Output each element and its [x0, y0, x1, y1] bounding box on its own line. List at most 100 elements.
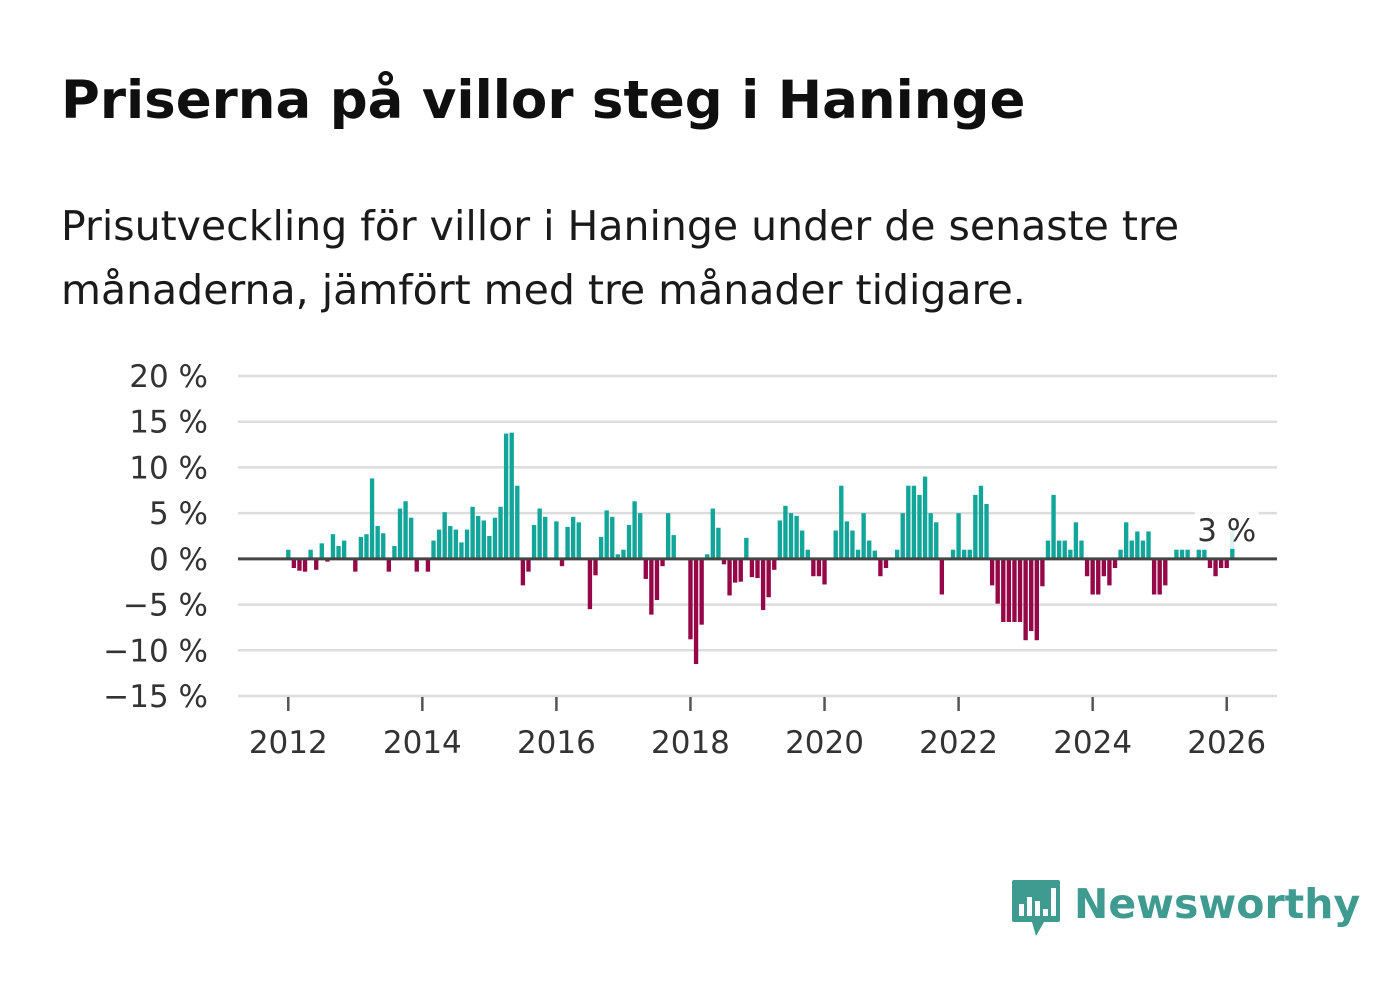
bar-positive	[442, 512, 447, 559]
bar-negative	[1107, 558, 1112, 586]
bar-positive	[632, 501, 637, 559]
bar-negative	[593, 558, 598, 576]
bar-positive	[615, 554, 621, 559]
bar-positive	[1202, 549, 1207, 559]
annotation-background	[1194, 510, 1259, 549]
bar-positive	[839, 485, 844, 559]
bar-positive	[537, 508, 542, 559]
bar-positive	[777, 520, 783, 559]
bar-negative	[654, 558, 660, 600]
bar-positive	[1146, 531, 1151, 559]
bar-positive	[570, 516, 576, 559]
bar-negative	[688, 558, 693, 640]
bar-positive	[621, 549, 626, 559]
bar-negative	[1218, 558, 1224, 568]
bar-negative	[939, 558, 945, 595]
bar-positive	[928, 513, 933, 559]
x-tick-label: 2022	[919, 725, 998, 761]
bar-positive	[531, 525, 537, 559]
bar-negative	[699, 558, 704, 625]
bar-positive	[453, 529, 459, 559]
brand-name: Newsworthy	[1074, 880, 1361, 928]
bar-negative	[1084, 558, 1090, 577]
bar-negative	[649, 558, 654, 615]
bar-positive	[408, 517, 414, 559]
bar-positive	[604, 510, 609, 559]
bar-negative	[1101, 558, 1107, 577]
bar-positive	[783, 505, 788, 559]
bar-positive	[1056, 540, 1062, 559]
bar-negative	[559, 558, 565, 567]
x-tick-label: 2020	[785, 725, 864, 761]
bar-positive	[850, 530, 855, 559]
bar-positive	[397, 508, 403, 559]
bar-positive	[381, 533, 386, 559]
bar-positive	[431, 540, 436, 559]
bar-positive	[543, 516, 548, 559]
bar-negative	[1112, 558, 1118, 568]
bar-positive	[794, 515, 799, 559]
bar-negative	[1096, 558, 1101, 595]
bar-negative	[1040, 558, 1045, 587]
bar-negative	[425, 558, 431, 572]
bar-negative	[693, 558, 699, 664]
bar-positive	[973, 494, 978, 559]
bar-positive	[867, 540, 872, 559]
bar-positive	[844, 521, 850, 559]
bar-negative	[989, 558, 995, 586]
bar-positive	[498, 506, 503, 559]
bar-positive	[894, 549, 900, 559]
bar-negative	[302, 558, 308, 572]
bar-negative	[749, 558, 755, 578]
bar-negative	[1023, 558, 1028, 641]
bar-positive	[436, 529, 442, 559]
bar-positive	[1185, 549, 1190, 559]
y-tick-label: 5 %	[149, 496, 208, 532]
bar-positive	[598, 536, 604, 559]
bar-positive	[962, 549, 967, 559]
bar-positive	[984, 504, 989, 559]
grid-lines	[238, 374, 1277, 698]
bar-positive	[1051, 494, 1056, 559]
bar-positive	[1129, 540, 1134, 559]
bar-positive	[744, 537, 749, 559]
bar-positive	[492, 517, 498, 559]
bar-negative	[1017, 558, 1023, 622]
bar-negative	[291, 558, 297, 568]
bar-negative	[811, 558, 816, 577]
bar-positive	[872, 550, 877, 559]
y-axis-labels: 20 % 15 % 10 % 5 % 0 % −5 % −10 % −15 %	[103, 359, 208, 715]
x-tick-label: 2016	[517, 725, 596, 761]
bar-positive	[554, 521, 559, 559]
bar-positive	[392, 546, 397, 559]
bar-negative	[1157, 558, 1162, 595]
bar-positive	[978, 485, 984, 559]
bar-positive	[1118, 549, 1123, 559]
y-tick-label: 10 %	[129, 450, 208, 486]
bar-positive	[665, 513, 671, 559]
bar-positive	[565, 526, 570, 559]
bar-negative	[1090, 558, 1095, 595]
bar-negative	[878, 558, 883, 577]
chart-title: Priserna på villor steg i Haninge	[61, 70, 1026, 131]
y-tick-label: −10 %	[103, 633, 208, 669]
y-tick-label: −5 %	[123, 588, 208, 624]
bar-positive	[900, 513, 905, 559]
bar-positive	[1179, 549, 1185, 559]
bar-positive	[375, 525, 380, 559]
x-axis: 2012 2014 2016 2018 2020 2022 2024 2026	[249, 697, 1266, 761]
bar-positive	[369, 478, 375, 559]
bar-positive	[503, 433, 509, 559]
bar-negative	[297, 558, 302, 571]
bar-positive	[358, 536, 364, 559]
y-tick-label: 0 %	[149, 542, 208, 578]
x-tick-label: 2024	[1053, 725, 1132, 761]
bar-negative	[386, 558, 391, 572]
bar-negative	[766, 558, 771, 598]
bar-positive	[956, 513, 961, 559]
bar-negative	[1012, 558, 1017, 622]
bar-positive	[705, 554, 710, 559]
bar-positive	[861, 513, 866, 559]
newsworthy-logo[interactable]: Newsworthy	[1010, 878, 1360, 942]
x-tick-label: 2014	[383, 725, 462, 761]
